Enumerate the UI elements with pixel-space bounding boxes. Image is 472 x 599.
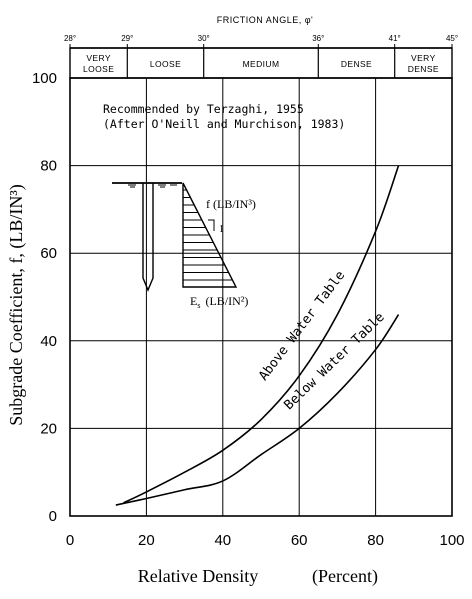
- inset-es-unit: (LB/IN²): [202, 294, 248, 308]
- zone-label-1-0: LOOSE: [150, 59, 181, 69]
- friction-tick-label-4: 41°: [389, 34, 401, 43]
- friction-tick-label-1: 29°: [121, 34, 133, 43]
- zone-label-2-0: MEDIUM: [243, 59, 280, 69]
- inset-pile-diagram: f (LB/IN³) 1 Es (LB/IN²): [112, 182, 256, 310]
- x-tick-0: 0: [66, 532, 74, 549]
- annotation-line-2: (After O'Neill and Murchison, 1983): [103, 117, 345, 131]
- x-tick-100: 100: [439, 532, 464, 549]
- friction-tick-label-5: 45°: [446, 34, 458, 43]
- friction-angle-title: FRICTION ANGLE, φ': [217, 15, 314, 25]
- x-axis-label-main: Relative Density: [138, 566, 258, 586]
- slope-indicator: [208, 219, 215, 231]
- zone-label-0-0: VERY: [86, 53, 111, 63]
- x-tick-40: 40: [214, 532, 231, 549]
- y-tick-labels: 0 20 40 60 80 100: [32, 70, 57, 525]
- y-tick-40: 40: [40, 333, 57, 350]
- y-axis-label: Subgrade Coefficient, f, (LB/IN³): [6, 184, 27, 426]
- plot-grid: [70, 78, 452, 516]
- friction-tick-label-0: 28°: [64, 34, 76, 43]
- zone-label-4-0: VERY: [411, 53, 436, 63]
- y-tick-0: 0: [49, 508, 57, 525]
- modulus-triangle-hatch: [183, 189, 233, 281]
- y-tick-80: 80: [40, 158, 57, 175]
- x-tick-80: 80: [367, 532, 384, 549]
- y-tick-60: 60: [40, 245, 57, 262]
- y-tick-100: 100: [32, 70, 57, 87]
- inset-f-label: f (LB/IN³): [206, 197, 256, 211]
- friction-tick-label-3: 36°: [312, 34, 324, 43]
- zone-label-3-0: DENSE: [341, 59, 372, 69]
- pile-shape: [142, 183, 154, 292]
- annotation-line-1: Recommended by Terzaghi, 1955: [103, 102, 304, 116]
- zone-label-4-1: DENSE: [408, 64, 439, 74]
- series-line-below-water-table: [115, 314, 400, 506]
- y-tick-20: 20: [40, 420, 57, 437]
- x-tick-60: 60: [291, 532, 308, 549]
- x-axis-label-unit: (Percent): [312, 566, 378, 587]
- ground-hatch: [128, 184, 177, 188]
- x-tick-20: 20: [138, 532, 155, 549]
- inset-slope-label: 1: [219, 224, 224, 235]
- inset-es-label: Es (LB/IN²): [190, 294, 248, 310]
- inset-es-subscript: s: [197, 301, 200, 310]
- inset-es-e: E: [190, 294, 197, 308]
- x-tick-labels: 0 20 40 60 80 100: [66, 532, 465, 549]
- plot-frame: [69, 77, 453, 517]
- friction-angle-axis: FRICTION ANGLE, φ' 28° 29° 30° 36° 41° 45°: [64, 15, 458, 49]
- zone-label-0-1: LOOSE: [83, 64, 114, 74]
- friction-tick-label-2: 30°: [198, 34, 210, 43]
- series-line-above-water-table: [123, 165, 400, 504]
- friction-angle-ticks: 28° 29° 30° 36° 41° 45°: [64, 34, 458, 49]
